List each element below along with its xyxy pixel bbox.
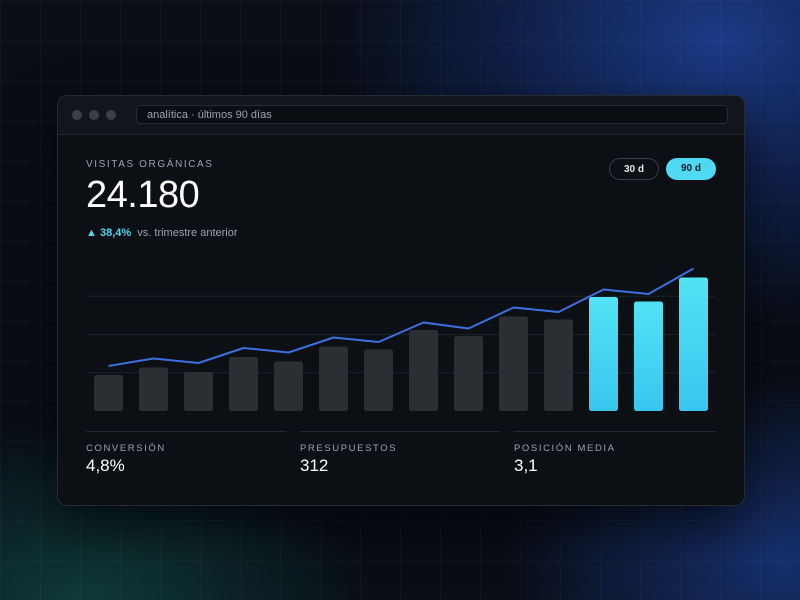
range-30d-button[interactable]: 30 d	[609, 158, 659, 180]
window-titlebar: analítica · últimos 90 días	[58, 96, 744, 135]
chart-bar-8[interactable]	[409, 330, 438, 411]
chart-bar-3[interactable]	[184, 372, 213, 411]
metric-label: VISITAS ORGÁNICAS	[86, 159, 214, 170]
chart-bar-11[interactable]	[544, 319, 573, 412]
stat-label-presupuestos: PRESUPUESTOS	[300, 443, 398, 454]
range-90d-button[interactable]: 90 d	[666, 158, 716, 180]
window-maximize-dot[interactable]	[106, 110, 116, 120]
metric-value: 24.180	[86, 174, 200, 216]
stat-value-posicion-media: 3,1	[514, 456, 538, 475]
chart-bar-1[interactable]	[94, 375, 123, 411]
chart-bar-10[interactable]	[499, 316, 528, 412]
chart-bar-14[interactable]	[679, 277, 708, 412]
stat-divider-2	[300, 431, 500, 432]
chart-bar-5[interactable]	[274, 361, 303, 412]
window-minimize-dot[interactable]	[89, 110, 99, 120]
chart-bar-6[interactable]	[319, 346, 348, 412]
chart-trend-line	[108, 267, 694, 367]
chart-bar-13[interactable]	[634, 301, 663, 412]
stat-value-presupuestos: 312	[300, 456, 329, 475]
stat-label-conversion: CONVERSIÓN	[86, 443, 166, 454]
window-close-dot[interactable]	[72, 110, 82, 120]
stat-divider-3	[514, 431, 716, 432]
stat-value-conversion: 4,8%	[86, 456, 125, 475]
dashboard-window: analítica · últimos 90 días VISITAS ORGÁ…	[57, 95, 745, 506]
chart-bar-2[interactable]	[139, 367, 168, 412]
chart-bar-7[interactable]	[364, 349, 393, 412]
chart-bar-9[interactable]	[454, 336, 483, 411]
address-bar[interactable]: analítica · últimos 90 días	[136, 105, 728, 124]
stat-label-posicion-media: POSICIÓN MEDIA	[514, 443, 616, 454]
delta-up-arrow-icon: ▲	[86, 227, 97, 239]
stat-divider-1	[86, 431, 286, 432]
chart-bar-4[interactable]	[229, 357, 258, 411]
visits-chart	[86, 267, 716, 412]
delta-caption: vs. trimestre anterior	[137, 227, 238, 239]
delta-percent: 38,4%	[99, 227, 132, 239]
chart-bar-12[interactable]	[589, 297, 618, 411]
metric-delta: ▲ 38,4% vs. trimestre anterior	[86, 227, 238, 239]
